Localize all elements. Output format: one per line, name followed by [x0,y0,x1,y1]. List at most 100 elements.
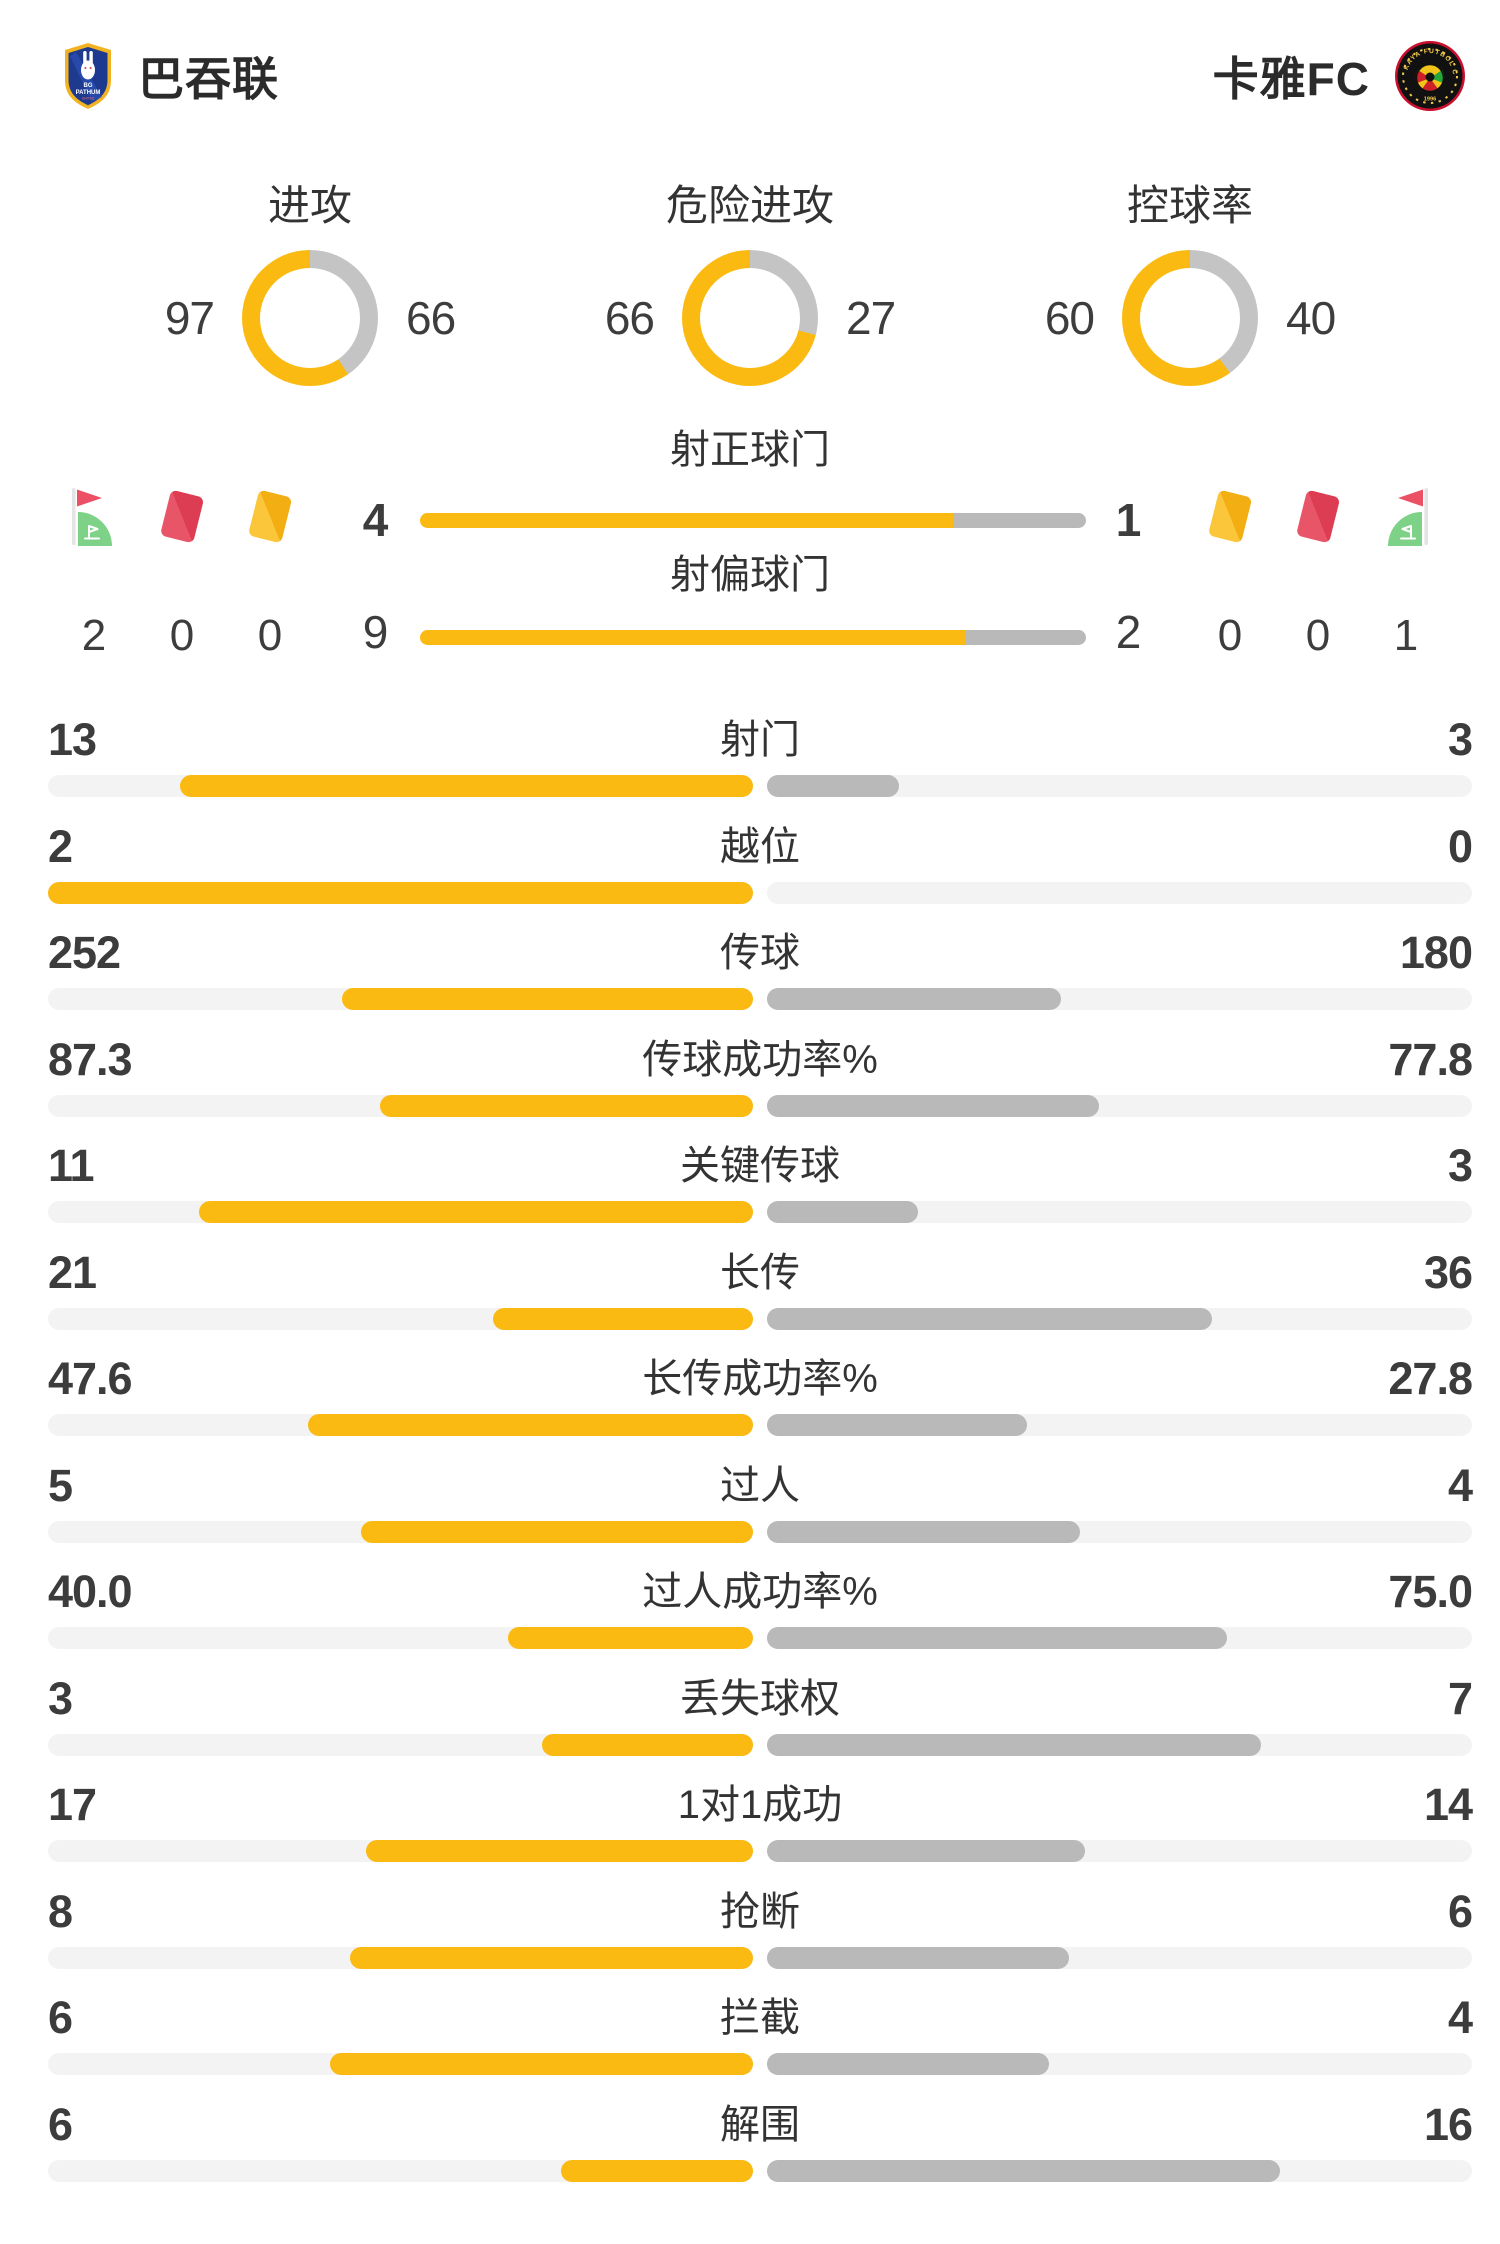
bar-home-segment [199,1201,753,1223]
stat-bar [48,1094,1472,1117]
stat-label: 丢失球权 [680,1676,840,1721]
stat-row: 11 关键传球 3 [48,1138,1473,1238]
bar-home-segment [366,1840,753,1862]
stat-row: 21 长传 36 [48,1245,1473,1345]
stat-away-value: 3 [1447,1140,1473,1191]
stat-label: 拦截 [720,1996,800,2040]
shots-on-target-away: 1 [1115,494,1142,546]
shots-on-target-title: 射正球门 [670,428,830,472]
stat-away-value: 77.8 [1388,1033,1473,1085]
stat-label: 1对1成功 [677,1783,843,1827]
stat-home-value: 3 [48,1672,73,1724]
away-team-logo-icon: KAYA FUTBOL CLUB 1996 [1394,40,1465,111]
home-logo-text-line3: UNITED [82,97,95,101]
stat-away-value: 4 [1447,1992,1473,2043]
bar-home-segment [350,1946,753,1969]
shots-off-target-away: 2 [1115,606,1142,658]
home-logo-text-line1: BG [84,83,93,89]
bar-home-segment [507,1627,753,1649]
bar-home-segment [180,775,753,797]
bar-away-segment [767,1946,1070,1969]
bar-home-segment [560,2159,753,2182]
shots-off-target-bar [420,630,1086,645]
stat-bar [48,2053,1472,2075]
bar-home-segment [493,1307,753,1330]
stat-home-value: 6 [48,1992,73,2043]
shots-on-target-bar [420,513,1086,528]
bar-track-right [767,881,1472,904]
bar-away-segment [767,1840,1086,1862]
stat-home-value: 6 [48,2098,73,2150]
stat-label: 关键传球 [680,1144,840,1188]
home-team-logo-icon: BG PATHUM UNITED [65,43,111,109]
stat-away-value: 7 [1447,1672,1473,1724]
donut-title: 危险进攻 [665,182,834,229]
stat-away-value: 16 [1423,2098,1473,2150]
stat-bar [48,1201,1472,1223]
stat-bar [48,1520,1472,1543]
stat-away-value: 3 [1447,714,1473,765]
stat-bar [48,1733,1472,1756]
stat-away-value: 4 [1447,1459,1473,1511]
bar-away-segment [767,2159,1280,2182]
shots-on-target-home: 4 [362,494,389,546]
bar-home-segment [361,1520,753,1543]
away-red-cards-count: 0 [1305,611,1331,660]
donut-home-value: 66 [604,292,655,344]
stat-home-value: 11 [48,1140,95,1191]
red-card-icon [1288,486,1348,548]
stat-bar [48,1946,1472,1969]
bar-away-segment [767,1414,1027,1436]
bar-home-segment [341,988,753,1010]
home-yellow-cards-count: 0 [257,611,283,660]
stat-label: 长传 [720,1250,800,1295]
stat-home-value: 40.0 [48,1566,133,1617]
stat-away-value: 36 [1423,1246,1473,1298]
stat-home-value: 252 [48,927,121,978]
donut-away-value: 27 [846,292,896,344]
yellow-card-icon [240,486,300,548]
stat-home-value: 17 [48,1779,97,1830]
stat-row: 2 越位 0 [48,819,1473,919]
stat-bar [48,2159,1472,2182]
stat-label: 解围 [720,2102,800,2147]
stat-bar [48,988,1472,1010]
donut-dangerous-attacks: 危险进攻 66 27 [500,178,1000,386]
stat-away-value: 27.8 [1388,1353,1473,1404]
corner-flag-icon [1376,486,1436,548]
bar-away-segment [767,1094,1100,1117]
stat-label: 过人 [720,1463,800,1508]
stat-bar [48,1840,1472,1862]
stat-away-value: 180 [1399,927,1473,978]
bar-away-segment [767,1520,1081,1543]
red-card-icon [152,486,212,548]
stat-label: 长传成功率% [642,1357,878,1401]
stat-row: 13 射门 3 [48,712,1473,812]
stat-row: 87.3 传球成功率% 77.8 [48,1032,1473,1132]
bar-home-segment [541,1733,753,1756]
bar-away-segment [767,1201,919,1223]
stat-row: 6 拦截 4 [48,1990,1473,2090]
away-discipline-icons [1200,486,1436,548]
bar-track-right [767,775,1472,797]
home-red-cards-count: 0 [169,611,195,660]
shots-off-target-title: 射偏球门 [670,553,830,597]
away-discipline-counts: 0 0 1 [1200,608,1436,664]
away-team-header: 卡雅FC KAYA FUTBOL CLUB 1996 [1213,36,1466,116]
stat-away-value: 0 [1447,820,1473,872]
stat-home-value: 8 [48,1885,73,1937]
away-logo-year: 1996 [1424,97,1436,103]
stat-home-value: 87.3 [48,1033,133,1085]
stat-away-value: 6 [1447,1885,1473,1937]
stat-bar [48,1627,1472,1649]
donut-chart [1122,250,1258,386]
shots-off-target-home: 9 [362,606,389,658]
stat-bar [48,775,1472,797]
stat-label: 过人成功率% [642,1570,878,1614]
stat-row: 3 丢失球权 7 [48,1671,1473,1771]
donut-away-value: 40 [1286,292,1336,344]
home-team-header: BG PATHUM UNITED 巴吞联 [62,36,279,116]
bar-away-segment [767,1307,1213,1330]
stat-away-value: 75.0 [1388,1566,1473,1617]
